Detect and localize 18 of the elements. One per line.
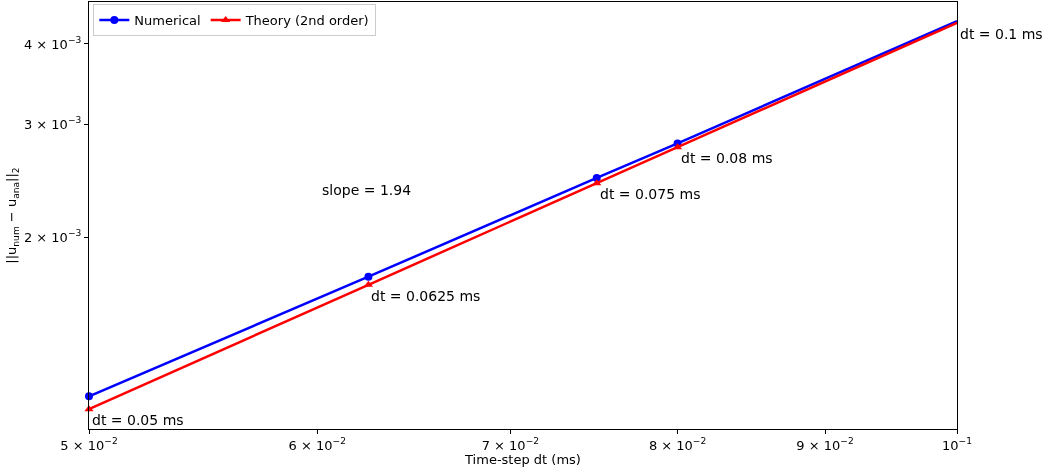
x-tick-label: 7 × 10$^{−2}$ xyxy=(481,436,540,453)
annotation: dt = 0.0625 ms xyxy=(371,288,481,304)
annotation: dt = 0.05 ms xyxy=(92,412,184,428)
annotation: dt = 0.08 ms xyxy=(681,150,773,166)
annotation: slope = 1.94 xyxy=(322,182,412,198)
legend-label: Numerical xyxy=(134,13,201,29)
y-tick-label: 2 × 10$^{−3}$ xyxy=(23,228,82,245)
x-tick-label: 8 × 10$^{−2}$ xyxy=(648,436,707,453)
x-tick-label: 10$^{−1}$ xyxy=(942,436,972,453)
x-tick-label: 6 × 10$^{−2}$ xyxy=(288,436,347,453)
annotation: dt = 0.075 ms xyxy=(600,186,701,202)
y-tick-label: 3 × 10$^{−3}$ xyxy=(23,115,82,132)
legend-label: Theory (2nd order) xyxy=(244,13,369,29)
y-tick-label: 4 × 10$^{−3}$ xyxy=(23,35,82,52)
x-tick-label: 9 × 10$^{−2}$ xyxy=(796,436,854,453)
annotation: dt = 0.1 ms xyxy=(960,26,1043,42)
x-axis-title: Time-step dt (ms) xyxy=(464,452,581,467)
x-tick-label: 5 × 10$^{−2}$ xyxy=(60,436,118,453)
